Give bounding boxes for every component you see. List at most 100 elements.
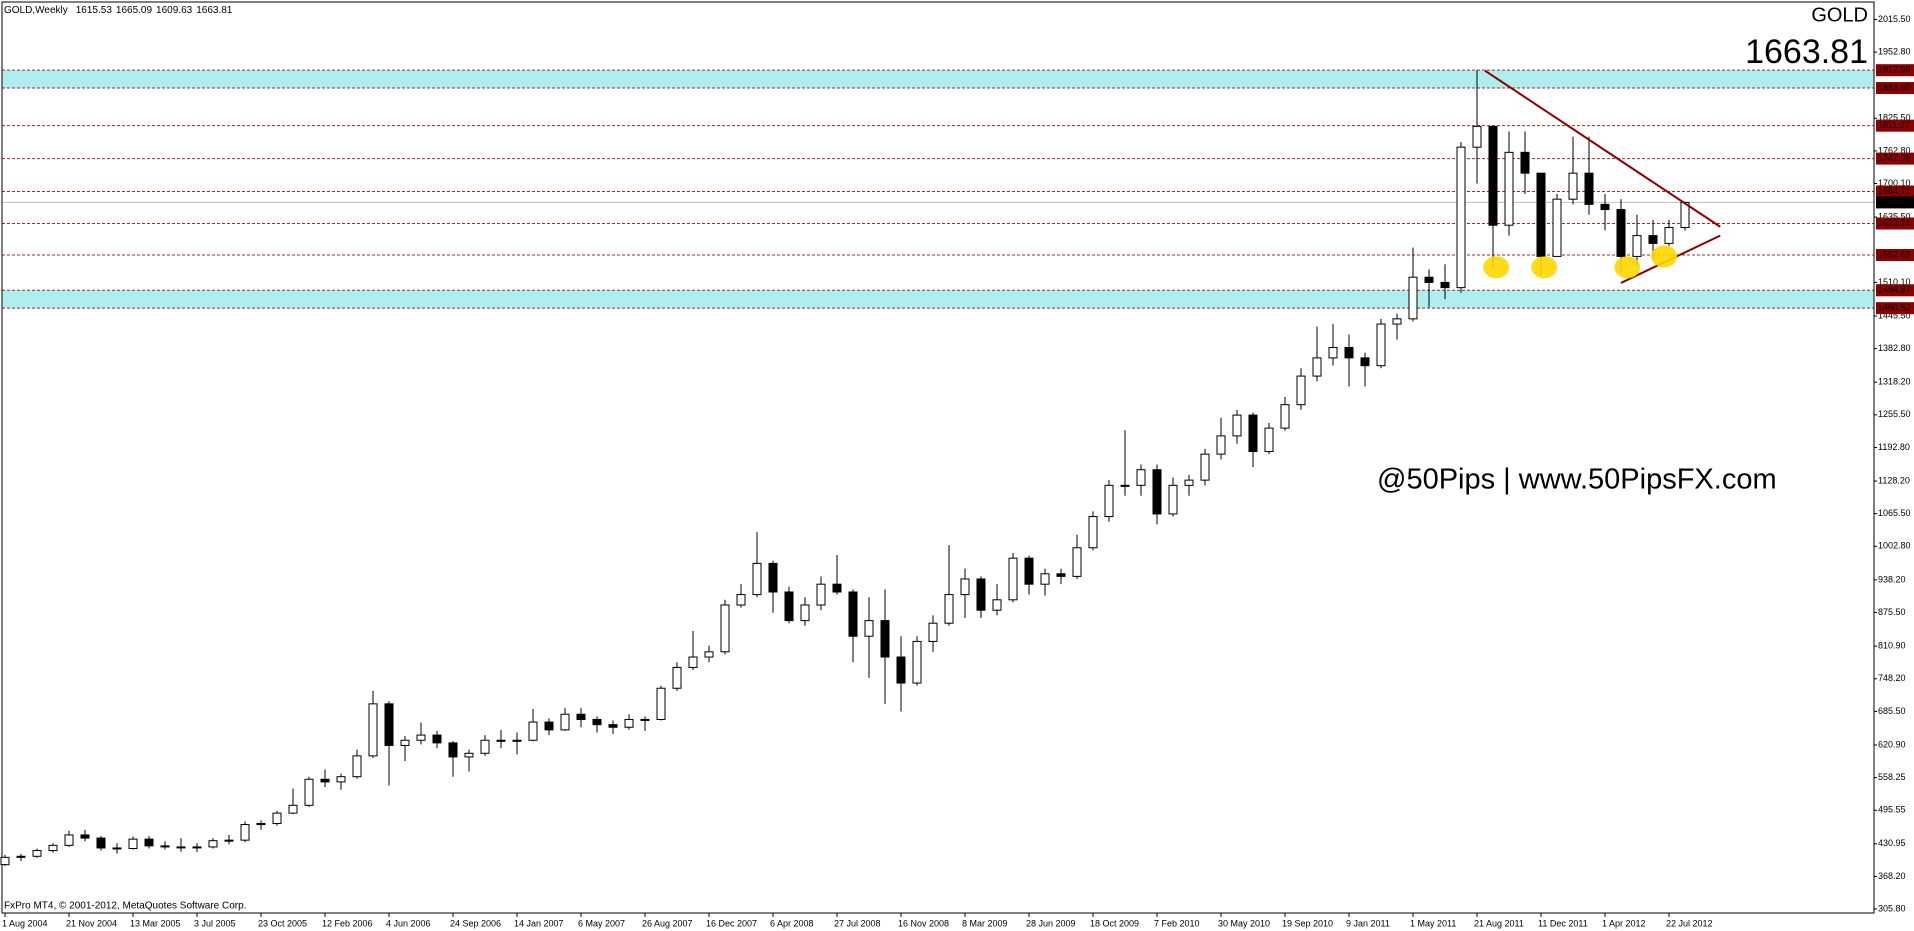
candle-body [352, 755, 362, 778]
candle-body [1376, 323, 1386, 367]
trendline [1484, 69, 1721, 228]
header-low: 1609.63 [156, 5, 193, 16]
candle-body [976, 578, 986, 611]
level-tag-label: 1811.27 [1878, 120, 1910, 130]
y-tick-label: 1255.50 [1878, 409, 1911, 419]
candle-body [1584, 172, 1594, 205]
candle-body [592, 718, 602, 726]
x-tick-label: 4 Jun 2006 [386, 918, 431, 928]
candle-body [256, 823, 266, 826]
candle-body [1296, 375, 1306, 406]
candle-body [512, 739, 522, 742]
candle-body [288, 804, 298, 814]
candle-body [0, 856, 10, 866]
candle-body [864, 620, 874, 637]
y-tick-label: 1192.80 [1878, 442, 1910, 452]
candle-body [1456, 146, 1466, 289]
candle-body [624, 718, 634, 728]
candle-body [528, 721, 538, 741]
candle-body [880, 620, 890, 658]
header-high: 1665.09 [116, 5, 153, 16]
candle-body [1184, 479, 1194, 486]
candle-body [1056, 573, 1066, 577]
candle-body [1600, 203, 1610, 211]
candle-body [400, 739, 410, 746]
level-tag [1876, 217, 1914, 230]
candle-body [704, 651, 714, 658]
highlight [1531, 256, 1558, 279]
candle-body [992, 599, 1002, 611]
level-tag-label: 1747.99 [1878, 153, 1911, 163]
candle-body [1248, 414, 1258, 453]
y-tick-label: 430.95 [1878, 838, 1906, 848]
candle-body [544, 721, 554, 731]
candle-body [16, 855, 26, 858]
candle-body [464, 752, 474, 758]
candle-body [1040, 573, 1050, 585]
level-tag-label: 1684.71 [1878, 186, 1911, 196]
x-tick-label: 16 Nov 2008 [898, 918, 949, 928]
candle-body [272, 812, 282, 825]
x-tick-label: 11 Dec 2011 [1538, 918, 1588, 928]
candle-body [112, 847, 122, 850]
x-tick-label: 23 Oct 2005 [258, 918, 307, 928]
y-tick-label: 2015.50 [1878, 14, 1911, 24]
candle-body [1488, 125, 1498, 226]
candle-body [1440, 281, 1450, 289]
level-tag-label: 1494.87 [1878, 285, 1911, 295]
y-tick-label: 368.20 [1878, 871, 1906, 881]
y-tick-label: 1700.10 [1878, 178, 1911, 188]
candle-body [1168, 484, 1178, 515]
candle-body [1344, 346, 1354, 359]
x-tick-label: 13 Mar 2005 [130, 918, 181, 928]
candle-body [320, 778, 330, 783]
candle-body [32, 850, 42, 857]
x-tick-label: 7 Feb 2010 [1154, 918, 1200, 928]
level-tag [1876, 119, 1914, 132]
candle-body [448, 742, 458, 758]
candle-body [48, 844, 58, 852]
x-tick-label: 26 Aug 2007 [642, 918, 693, 928]
candle-body [160, 845, 170, 848]
candle-body [576, 713, 586, 720]
candle-body [1088, 516, 1098, 549]
highlight [1483, 256, 1510, 279]
level-tag [1876, 64, 1914, 77]
candle-body [848, 591, 858, 637]
candle-body [672, 666, 682, 689]
candle-body [1152, 469, 1162, 515]
candle-body [928, 622, 938, 642]
chart-header: GOLD,Weekly 1615.53 1665.09 1609.63 1663.81 [4, 5, 233, 16]
x-tick-label: 8 Mar 2009 [962, 918, 1008, 928]
candle-body [1312, 357, 1322, 377]
chart-title: GOLD,Weekly [4, 5, 68, 16]
y-tick-label: 810.90 [1878, 641, 1906, 651]
level-tag-label: 1460.52 [1878, 303, 1911, 313]
candle-body [496, 739, 506, 742]
candle-body [800, 604, 810, 622]
y-tick-label: 1128.20 [1878, 475, 1910, 485]
candle-body [1328, 346, 1338, 359]
candle-body [1664, 227, 1674, 244]
x-tick-label: 14 Jan 2007 [514, 918, 564, 928]
candle-body [144, 838, 154, 847]
footer: FxPro MT4, © 2001-2012, MetaQuotes Softw… [4, 901, 246, 912]
x-tick-label: 18 Oct 2009 [1090, 918, 1139, 928]
candle-body [1616, 209, 1626, 257]
candle-body [176, 846, 186, 849]
y-tick-label: 1825.50 [1878, 113, 1911, 123]
x-tick-label: 21 Aug 2011 [1474, 918, 1524, 928]
candle-body [1504, 151, 1514, 226]
candle-body [960, 578, 970, 596]
x-tick-label: 6 Apr 2008 [770, 918, 814, 928]
candle-body [336, 776, 346, 783]
candle-body [1648, 235, 1658, 244]
candle-body [128, 838, 138, 849]
x-tick-label: 28 Jun 2009 [1026, 918, 1076, 928]
level-tag-label: 1883.60 [1878, 82, 1911, 92]
candle-body [1568, 172, 1578, 200]
x-tick-label: 3 Jul 2005 [194, 918, 236, 928]
candle-body [944, 594, 954, 624]
